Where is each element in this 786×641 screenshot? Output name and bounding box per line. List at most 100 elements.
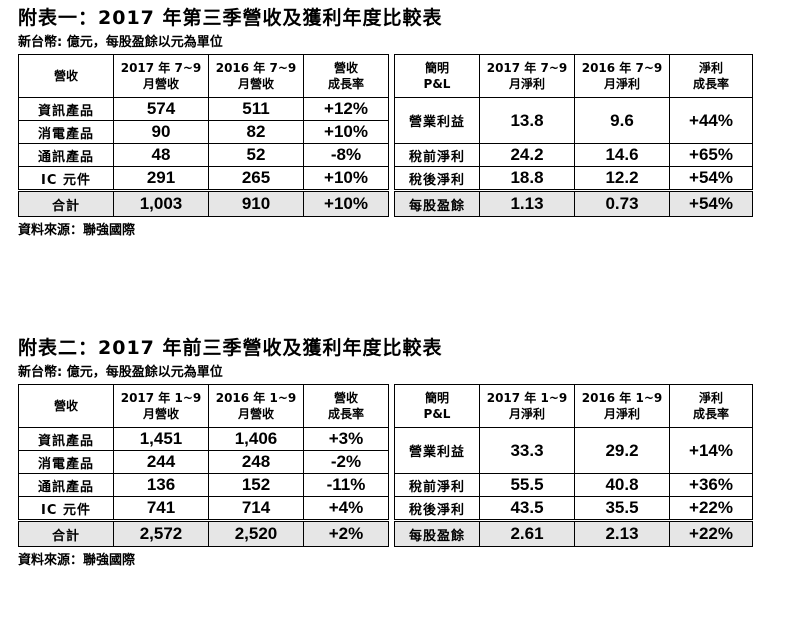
header-line: 月淨利 <box>603 77 640 91</box>
table-cell: +4% <box>303 496 389 521</box>
table-cell: 741 <box>113 496 209 521</box>
column-gap <box>388 120 395 144</box>
column-header: 營收 <box>18 384 114 428</box>
table-cell: -2% <box>303 450 389 474</box>
table-cell: 714 <box>208 496 304 521</box>
table-row: IC 元件 741 714 +4% 稅後淨利 43.5 35.5 +22% <box>18 496 753 521</box>
column-header: 2016 年 7~9 月營收 <box>208 54 304 98</box>
table-cell: +36% <box>669 473 753 497</box>
table-title: 附表二：2017 年前三季營收及獲利年度比較表 <box>18 337 443 359</box>
unit-note: 新台幣: 億元，每股盈餘以元為單位 <box>18 365 223 380</box>
header-line: 淨利 <box>698 391 723 405</box>
table-cell: -8% <box>303 143 389 167</box>
table-title: 附表一：2017 年第三季營收及獲利年度比較表 <box>18 7 443 29</box>
total-row: 合計 1,003 910 +10% 每股盈餘 1.13 0.73 +54% <box>18 189 753 217</box>
header-line: 月淨利 <box>508 77 545 91</box>
header-line: 2016 年 1~9 <box>581 391 663 405</box>
column-header: 2017 年 1~9 月營收 <box>113 384 209 428</box>
row-label: 資訊產品 <box>18 427 114 451</box>
table-cell: 9.6 <box>574 97 670 144</box>
header-line: 2017 年 1~9 <box>120 391 202 405</box>
column-header: 淨利 成長率 <box>669 54 753 98</box>
header-line: 營收 <box>333 391 358 405</box>
column-header: 2017 年 7~9 月營收 <box>113 54 209 98</box>
table-cell: +22% <box>669 519 753 547</box>
comparison-table: 營收 2017 年 1~9 月營收 2016 年 1~9 月營收 營收成長率 簡明 P&L 20… <box>18 384 753 547</box>
column-header: 簡明 P&L <box>394 384 480 428</box>
row-label: 營業利益 <box>394 427 480 474</box>
column-header: 簡明 P&L <box>394 54 480 98</box>
row-label: 資訊產品 <box>18 97 114 121</box>
row-label: IC 元件 <box>18 166 114 191</box>
row-label: IC 元件 <box>18 496 114 521</box>
row-label: 稅後淨利 <box>394 166 480 191</box>
row-label: 通訊產品 <box>18 473 114 497</box>
table-cell: 35.5 <box>574 496 670 521</box>
comparison-section-q3: 附表一：2017 年第三季營收及獲利年度比較表 新台幣: 億元，每股盈餘以元為單… <box>18 4 753 242</box>
table-cell: 291 <box>113 166 209 191</box>
header-line: 月營收 <box>237 407 274 421</box>
column-header: 2016 年 1~9 月淨利 <box>574 384 670 428</box>
table-cell: -11% <box>303 473 389 497</box>
header-line: 營收 <box>53 399 78 413</box>
header-line: 2016 年 7~9 <box>581 61 663 75</box>
row-label: 每股盈餘 <box>394 189 480 217</box>
table-cell: 2.61 <box>479 519 575 547</box>
table-cell: 55.5 <box>479 473 575 497</box>
table-cell: 1,406 <box>208 427 304 451</box>
source-note: 資料來源：聯強國際 <box>18 223 136 238</box>
header-line: 2016 年 1~9 <box>215 391 297 405</box>
table-cell: +3% <box>303 427 389 451</box>
table-cell: 2.13 <box>574 519 670 547</box>
header-line: 2017 年 7~9 <box>486 61 568 75</box>
table-cell: 43.5 <box>479 496 575 521</box>
table-cell: 244 <box>113 450 209 474</box>
header-line: 淨利 <box>698 61 723 75</box>
header-line: 簡明 <box>424 391 449 405</box>
table-cell: +44% <box>669 97 753 144</box>
table-cell: +65% <box>669 143 753 167</box>
table-row: 資訊產品 574 511 +12% 營業利益 13.8 9.6 +44% <box>18 97 753 144</box>
header-line: 營收 <box>333 61 358 75</box>
table-cell: 0.73 <box>574 189 670 217</box>
table-row: 通訊產品 48 52 -8% 稅前淨利 24.2 14.6 +65% <box>18 143 753 167</box>
table-cell: 40.8 <box>574 473 670 497</box>
header-line: 成長率 <box>692 407 729 421</box>
table-cell: 511 <box>208 97 304 121</box>
header-line: 月營收 <box>237 77 274 91</box>
table-cell: 29.2 <box>574 427 670 474</box>
header-line: 成長率 <box>327 77 364 91</box>
table-cell: +54% <box>669 189 753 217</box>
row-label: 稅前淨利 <box>394 473 480 497</box>
table-cell: 18.8 <box>479 166 575 191</box>
header-line: 2017 年 7~9 <box>120 61 202 75</box>
header-line: 成長率 <box>327 407 364 421</box>
header-row: 營收 2017 年 7~9 月營收 2016 年 7~9 月營收 營收 成長率 簡明 P&L 20… <box>18 54 753 98</box>
row-label: 通訊產品 <box>18 143 114 167</box>
column-header: 2017 年 7~9 月淨利 <box>479 54 575 98</box>
table-row: 消電產品 244 248 -2% <box>18 450 753 474</box>
row-label: 合計 <box>18 189 114 217</box>
row-label: 消電產品 <box>18 450 114 474</box>
row-label: 每股盈餘 <box>394 519 480 547</box>
table-cell: 24.2 <box>479 143 575 167</box>
table-cell: 574 <box>113 97 209 121</box>
table-cell: 152 <box>208 473 304 497</box>
header-line: 2016 年 7~9 <box>215 61 297 75</box>
table-cell: +14% <box>669 427 753 474</box>
unit-note: 新台幣: 億元，每股盈餘以元為單位 <box>18 35 223 50</box>
header-line: 月淨利 <box>603 407 640 421</box>
column-header: 營收 <box>18 54 114 98</box>
table-cell: 2,572 <box>113 519 209 547</box>
header-line: 簡明 <box>424 61 449 75</box>
table-cell: 13.8 <box>479 97 575 144</box>
header-line: 月營收 <box>142 77 179 91</box>
table-cell: 136 <box>113 473 209 497</box>
header-line: 成長率 <box>692 77 729 91</box>
table-cell: +54% <box>669 166 753 191</box>
table-cell: 1.13 <box>479 189 575 217</box>
table-cell: 265 <box>208 166 304 191</box>
table-cell: 33.3 <box>479 427 575 474</box>
table-row: 通訊產品 136 152 -11% 稅前淨利 55.5 40.8 +36% <box>18 473 753 497</box>
table-cell: 82 <box>208 120 304 144</box>
